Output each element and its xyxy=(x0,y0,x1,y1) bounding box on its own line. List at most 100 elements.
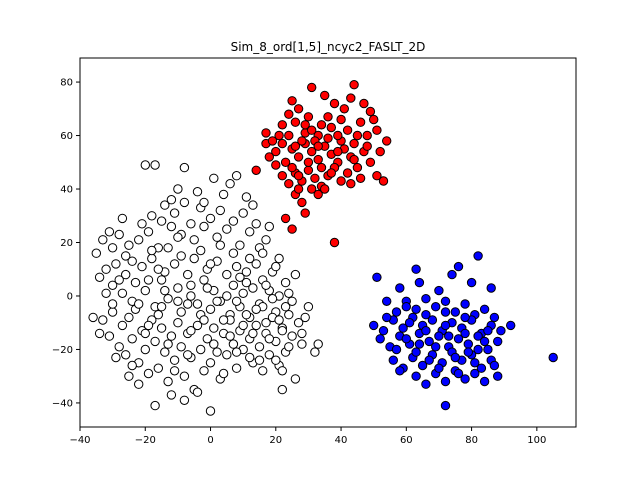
scatter-point-series-1 xyxy=(163,243,173,253)
scatter-point-series-1 xyxy=(293,318,304,328)
scatter-point-series-1 xyxy=(192,387,203,397)
scatter-point-series-1 xyxy=(205,358,216,368)
scatter-point-series-1 xyxy=(215,205,226,216)
scatter-point-series-3 xyxy=(431,302,441,312)
scatter-point-series-2 xyxy=(300,120,310,130)
scatter-point-series-1 xyxy=(228,248,239,258)
scatter-point-series-1 xyxy=(284,342,294,352)
scatter-point-series-3 xyxy=(398,323,408,333)
scatter-point-series-1 xyxy=(169,259,180,269)
x-tick-label: 40 xyxy=(335,435,348,446)
scatter-point-series-2 xyxy=(346,179,356,189)
scatter-point-series-1 xyxy=(156,302,167,312)
scatter-point-series-1 xyxy=(251,320,261,331)
scatter-point-series-3 xyxy=(382,296,392,306)
scatter-point-series-1 xyxy=(173,296,183,306)
scatter-point-series-2 xyxy=(307,125,317,135)
scatter-point-series-1 xyxy=(290,269,301,280)
scatter-point-series-1 xyxy=(127,360,137,371)
scatter-point-series-3 xyxy=(450,352,460,363)
scatter-point-series-1 xyxy=(124,312,134,323)
scatter-point-series-1 xyxy=(196,344,206,355)
scatter-point-series-3 xyxy=(483,326,493,336)
scatter-point-series-3 xyxy=(486,283,496,293)
scatter-point-series-2 xyxy=(349,80,359,90)
scatter-point-series-1 xyxy=(310,347,320,357)
scatter-point-series-1 xyxy=(153,310,164,320)
scatter-point-series-1 xyxy=(140,160,151,170)
scatter-point-series-1 xyxy=(98,315,108,325)
scatter-point-series-1 xyxy=(313,339,323,349)
scatter-point-series-2 xyxy=(307,184,317,194)
scatter-point-series-1 xyxy=(196,245,206,256)
scatter-point-series-2 xyxy=(284,130,294,141)
scatter-point-series-1 xyxy=(202,334,213,344)
scatter-point-series-1 xyxy=(186,291,196,301)
scatter-point-series-1 xyxy=(94,328,105,339)
scatter-point-series-1 xyxy=(205,213,216,224)
scatter-point-series-1 xyxy=(297,328,307,339)
scatter-point-series-1 xyxy=(297,339,307,349)
scatter-point-series-3 xyxy=(460,312,470,323)
scatter-point-series-1 xyxy=(147,245,157,256)
scatter-point-series-1 xyxy=(143,368,154,379)
scatter-point-series-3 xyxy=(489,360,500,371)
scatter-point-series-1 xyxy=(107,243,118,253)
scatter-point-series-1 xyxy=(228,216,239,226)
scatter-point-series-1 xyxy=(176,342,186,352)
scatter-point-series-1 xyxy=(274,315,284,325)
scatter-point-series-1 xyxy=(117,320,128,331)
scatter-point-series-2 xyxy=(329,237,340,248)
scatter-point-series-2 xyxy=(293,152,304,162)
scatter-point-series-1 xyxy=(287,296,297,306)
scatter-point-series-1 xyxy=(156,275,167,285)
scatter-point-series-1 xyxy=(199,315,209,325)
scatter-point-series-3 xyxy=(401,334,411,344)
scatter-point-series-2 xyxy=(336,114,346,125)
scatter-point-series-1 xyxy=(179,162,190,173)
scatter-point-series-1 xyxy=(290,374,301,384)
y-tick-label: 40 xyxy=(60,185,73,196)
scatter-point-series-1 xyxy=(189,235,199,245)
scatter-point-series-2 xyxy=(277,120,287,130)
scatter-point-series-2 xyxy=(359,98,369,109)
scatter-point-series-1 xyxy=(176,307,186,317)
scatter-point-series-2 xyxy=(313,154,323,165)
scatter-point-series-1 xyxy=(284,310,294,320)
scatter-point-series-3 xyxy=(453,334,464,344)
scatter-point-series-1 xyxy=(91,248,102,258)
scatter-point-series-1 xyxy=(287,331,297,341)
x-tick-label: 80 xyxy=(465,435,478,446)
scatter-point-series-1 xyxy=(261,280,271,290)
scatter-point-series-1 xyxy=(137,261,147,272)
scatter-point-series-2 xyxy=(267,136,278,146)
scatter-point-series-2 xyxy=(378,176,389,186)
scatter-point-series-2 xyxy=(352,162,363,173)
scatter-point-series-3 xyxy=(483,344,493,355)
scatter-point-series-2 xyxy=(313,141,323,151)
scatter-point-series-1 xyxy=(183,269,193,280)
scatter-point-series-3 xyxy=(470,368,480,379)
scatter-point-series-2 xyxy=(365,157,376,168)
scatter-point-series-1 xyxy=(124,240,134,250)
scatter-point-series-1 xyxy=(199,197,209,208)
scatter-point-series-2 xyxy=(336,176,346,186)
scatter-point-series-1 xyxy=(277,326,287,336)
scatter-point-series-3 xyxy=(421,326,431,336)
scatter-point-series-1 xyxy=(238,320,248,331)
scatter-point-series-1 xyxy=(127,334,137,344)
scatter-point-series-3 xyxy=(395,283,405,293)
scatter-point-series-2 xyxy=(375,146,385,157)
scatter-point-series-1 xyxy=(156,216,167,226)
scatter-point-series-3 xyxy=(466,277,477,288)
scatter-point-series-3 xyxy=(463,339,473,349)
scatter-point-series-3 xyxy=(476,363,487,373)
scatter-point-series-1 xyxy=(147,253,157,264)
scatter-point-series-3 xyxy=(479,376,490,387)
scatter-point-series-1 xyxy=(179,395,190,405)
scatter-point-series-1 xyxy=(271,355,281,365)
scatter-point-series-1 xyxy=(114,275,124,285)
scatter-point-series-3 xyxy=(450,307,460,317)
scatter-point-series-2 xyxy=(352,130,363,141)
x-tick-label: −20 xyxy=(135,435,156,446)
